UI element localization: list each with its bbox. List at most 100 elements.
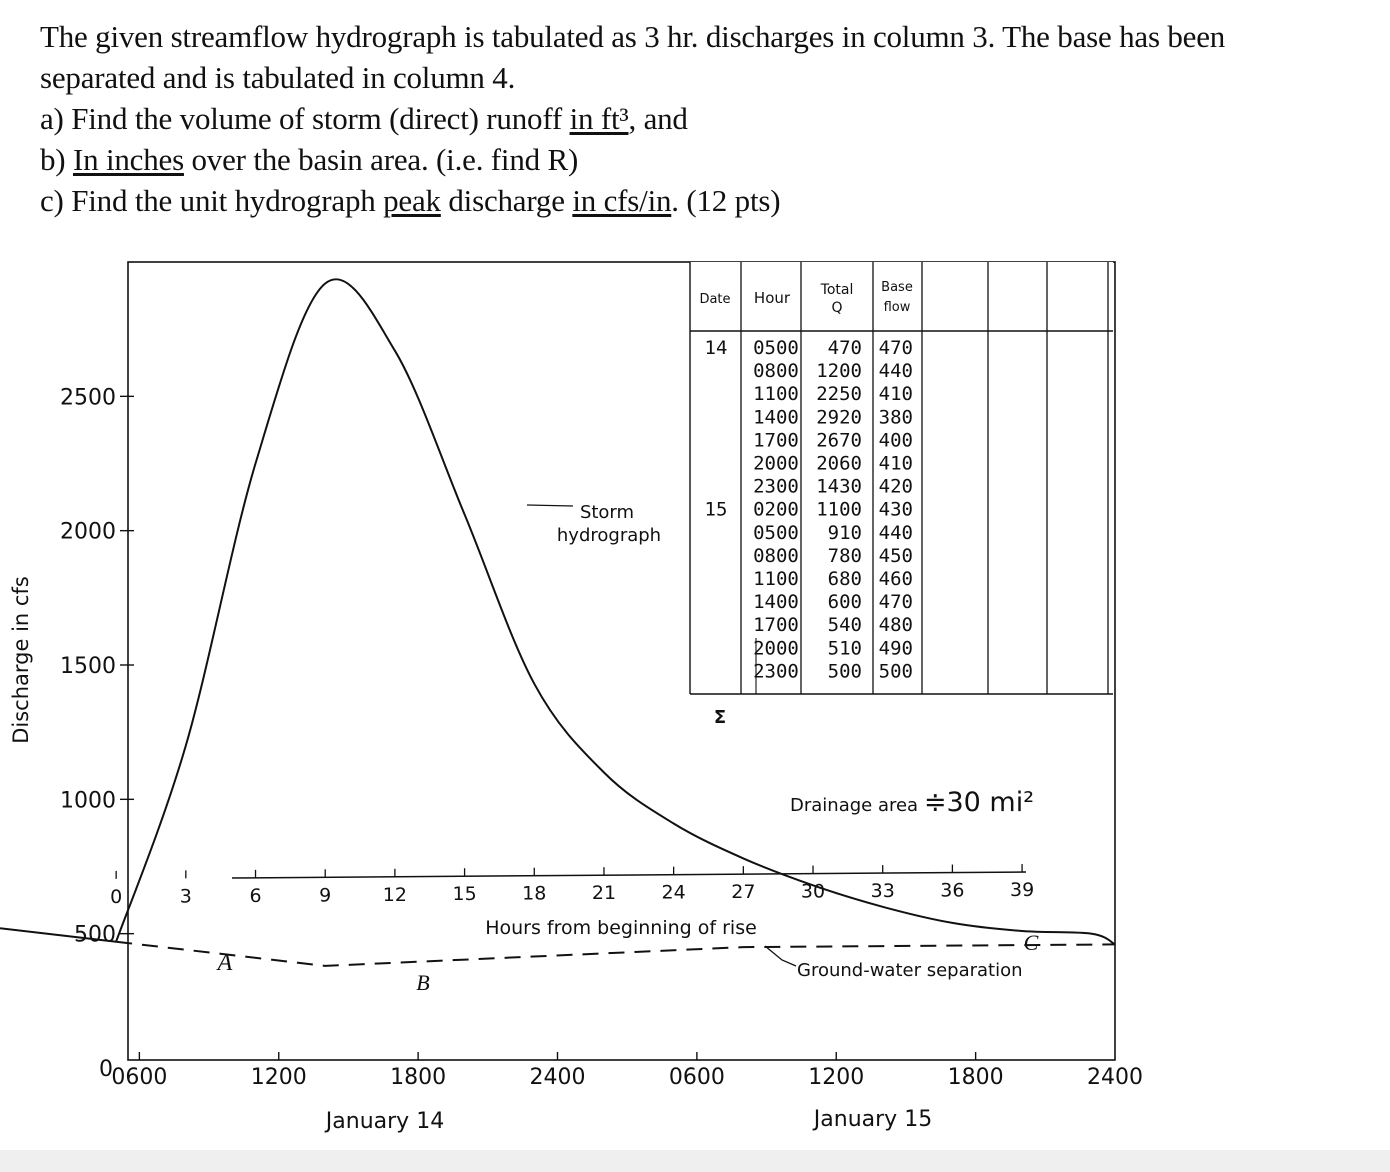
rise-tick-label: 6 xyxy=(249,885,261,907)
table-cell-hour: 0800 xyxy=(753,545,799,567)
x-axis: 0600 1200 1800 2400 0600 1200 1800 2400 xyxy=(111,1052,1143,1090)
rise-tick-label: 33 xyxy=(871,880,895,902)
point-a-label: A xyxy=(216,950,233,976)
y-tick-label: 1500 xyxy=(60,654,116,679)
drainage-area-prefix: Drainage area xyxy=(790,795,918,816)
bottom-strip xyxy=(0,1150,1390,1172)
table-rows: 14 0500 470 470 0800 1200 440 1100 2250 410 1400 29… xyxy=(705,337,913,682)
x-tick-label: 1800 xyxy=(948,1065,1004,1090)
table-header-base-1: Base xyxy=(881,280,913,295)
table-cell-total-q: 2060 xyxy=(816,453,862,475)
data-table: Date Hour Total Q Base flow 14 0500 470 470… xyxy=(689,262,1113,695)
y-tick-label: 0 xyxy=(99,1057,113,1082)
table-cell-base-flow: 440 xyxy=(879,522,913,544)
rise-axis-label: Hours from beginning of rise xyxy=(485,917,757,939)
x-tick-label: 0600 xyxy=(111,1065,167,1090)
rise-tick-label: 9 xyxy=(319,884,331,906)
table-cell-base-flow: 380 xyxy=(879,406,913,428)
table-cell-hour: 1100 xyxy=(753,383,799,405)
plot-frame xyxy=(127,261,1116,1061)
table-cell-total-q: 540 xyxy=(828,614,862,636)
x-tick-label: 2400 xyxy=(530,1065,586,1090)
rise-tick-label: 24 xyxy=(662,882,686,904)
table-cell-total-q: 1200 xyxy=(816,360,862,382)
table-header-base-2: flow xyxy=(884,300,911,315)
table-cell-hour: 2300 xyxy=(753,476,799,498)
table-cell-hour: 2300 xyxy=(753,660,799,682)
table-header-total-2: Q xyxy=(831,300,842,316)
x-tick-label: 2400 xyxy=(1087,1065,1143,1090)
rise-tick-label: 39 xyxy=(1010,879,1034,901)
table-cell-base-flow: 420 xyxy=(879,476,913,498)
table-cell-base-flow: 480 xyxy=(879,614,913,636)
part-b-suffix: over the basin area. (i.e. find R) xyxy=(183,142,579,177)
table-cell-total-q: 1430 xyxy=(816,476,862,498)
y-tick-label: 500 xyxy=(74,923,116,948)
x-tick-label: 1200 xyxy=(808,1065,864,1090)
table-cell-base-flow: 440 xyxy=(879,360,913,382)
table-cell-base-flow: 470 xyxy=(879,591,913,613)
part-a-unit: in ft³ xyxy=(569,101,629,136)
x-tick-label: 1200 xyxy=(251,1065,307,1090)
table-cell-total-q: 780 xyxy=(828,545,862,567)
table-cell-total-q: 2920 xyxy=(816,406,862,428)
rise-tick-label: 0 xyxy=(110,886,122,908)
table-cell-total-q: 510 xyxy=(828,637,862,659)
groundwater-separation-line xyxy=(116,940,1116,967)
rise-axis-line xyxy=(231,871,1027,879)
storm-hydrograph-line xyxy=(115,278,1116,946)
table-header-date: Date xyxy=(699,292,730,307)
table-cell-base-flow: 470 xyxy=(879,337,913,359)
part-c-unit: in cfs/in xyxy=(572,183,672,218)
rise-tick-label: 27 xyxy=(731,881,755,903)
part-c-prefix: c) Find the unit hydrograph xyxy=(40,183,384,218)
table-cell-hour: 0500 xyxy=(753,522,799,544)
table-cell-total-q: 1100 xyxy=(816,499,862,521)
question-line-1: The given streamflow hydrograph is tabul… xyxy=(40,19,1226,54)
storm-label-line-1: Storm xyxy=(580,502,634,523)
drainage-area-label: Drainage area ≑30 mi² xyxy=(790,787,1034,818)
table-cell-total-q: 910 xyxy=(828,522,862,544)
y-tick-label: 1000 xyxy=(60,788,116,813)
table-background xyxy=(690,262,1113,692)
rise-tick-label: 12 xyxy=(383,884,407,906)
table-cell-hour: 1400 xyxy=(753,591,799,613)
table-cell-total-q: 500 xyxy=(828,660,862,682)
question-line-2: separated and is tabulated in column 4. xyxy=(40,60,516,95)
series-layer xyxy=(0,278,1116,967)
gw-label-leader xyxy=(764,945,797,967)
table-cell-base-flow: 460 xyxy=(879,568,913,590)
rise-axis: 0 3 6 9 12 15 18 21 24 27 30 33 36 39 xyxy=(110,864,1034,908)
part-b-unit: In inches xyxy=(72,142,184,177)
storm-hydrograph-baseline-start xyxy=(0,927,117,943)
storm-label-leader xyxy=(526,504,574,507)
point-b-label: B xyxy=(416,970,429,995)
storm-label-line-2: hydrograph xyxy=(557,525,661,546)
rise-tick-label: 21 xyxy=(592,882,616,904)
rise-tick-label: 15 xyxy=(452,883,476,905)
sigma-symbol: Σ xyxy=(714,707,726,728)
point-c-label: C xyxy=(1024,930,1039,955)
table-cell-base-flow: 410 xyxy=(879,453,913,475)
table-cell-total-q: 600 xyxy=(828,591,862,613)
question-part-b: b) In inches over the basin area. (i.e. … xyxy=(40,139,1370,180)
table-cell-total-q: 470 xyxy=(828,337,862,359)
table-cell-hour: 2000 xyxy=(753,637,799,659)
table-cell-total-q: 2670 xyxy=(816,429,862,451)
table-cell-base-flow: 430 xyxy=(879,499,913,521)
question-text: The given streamflow hydrograph is tabul… xyxy=(40,16,1370,221)
date-label-jan15: January 15 xyxy=(812,1107,932,1132)
table-cell-hour: 1100 xyxy=(753,568,799,590)
part-b-prefix: b) xyxy=(40,142,73,177)
table-cell-hour: 2000 xyxy=(753,453,799,475)
part-a-suffix: , and xyxy=(628,101,688,136)
rise-tick-label: 30 xyxy=(801,881,825,903)
rise-tick-label: 3 xyxy=(180,885,192,907)
y-axis: 0 500 1000 1500 2000 2500 xyxy=(60,385,134,1082)
part-c-peak: peak xyxy=(383,183,441,218)
table-cell-hour: 0800 xyxy=(753,360,799,382)
question-part-c: c) Find the unit hydrograph peak dischar… xyxy=(40,180,1370,221)
table-header-hour: Hour xyxy=(754,289,791,307)
table-cell-hour: 0500 xyxy=(753,337,799,359)
gw-label: Ground-water separation xyxy=(797,960,1023,981)
